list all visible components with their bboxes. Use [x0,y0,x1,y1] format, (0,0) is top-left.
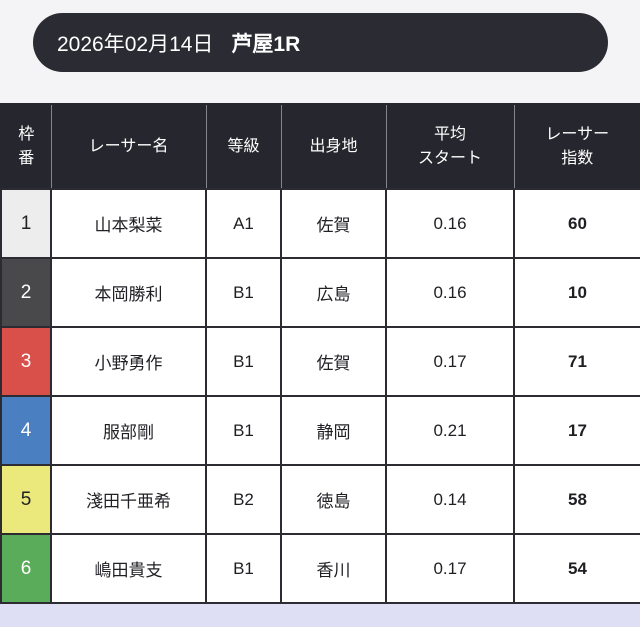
avg_start-cell: 0.21 [385,395,515,466]
origin-cell: 広島 [280,257,387,328]
name-cell: 服部剛 [50,395,207,466]
column-header-name: レーサー名 [50,103,207,190]
name-cell: 本岡勝利 [50,257,207,328]
bottom-strip [0,604,640,627]
table-header-row: 枠 番レーサー名 等級 出身地 平均 スタート レーサー 指数 [0,103,640,190]
grade-cell: B2 [205,464,282,535]
column-header-index: レーサー 指数 [513,103,640,190]
frame-number-cell: 1 [0,188,52,259]
avg_start-cell: 0.17 [385,533,515,604]
origin-cell: 徳島 [280,464,387,535]
origin-cell: 香川 [280,533,387,604]
frame-number-cell: 4 [0,395,52,466]
frame-number-cell: 2 [0,257,52,328]
column-header-waku: 枠 番 [0,103,52,190]
racer-row: 1 山本梨菜 A1 佐賀 0.16 60 [0,188,640,259]
racer-row: 4 服部剛 B1 静岡 0.21 17 [0,395,640,466]
grade-cell: A1 [205,188,282,259]
avg_start-cell: 0.17 [385,326,515,397]
table-body: 1 山本梨菜 A1 佐賀 0.16 60 2 本岡勝利 B1 広島 0.16 10 3 小野勇作 B1 佐賀 0… [0,188,640,604]
name-cell: 山本梨菜 [50,188,207,259]
avg_start-cell: 0.16 [385,188,515,259]
name-cell: 小野勇作 [50,326,207,397]
column-header-origin: 出身地 [280,103,387,190]
racer-row: 6 嶋田貴支 B1 香川 0.17 54 [0,533,640,604]
racer-table: 枠 番レーサー名 等級 出身地 平均 スタート レーサー 指数 1 山本梨菜 A1 佐賀 0.1… [0,103,640,604]
race-date: 2026年02月14日 [57,32,214,56]
name-cell: 淺田千亜希 [50,464,207,535]
index-cell: 60 [513,188,640,259]
grade-cell: B1 [205,326,282,397]
name-cell: 嶋田貴支 [50,533,207,604]
column-header-grade: 等級 [205,103,282,190]
index-cell: 71 [513,326,640,397]
grade-cell: B1 [205,395,282,466]
racer-row: 5 淺田千亜希 B2 徳島 0.14 58 [0,464,640,535]
top-area: 2026年02月14日 芦屋1R [0,0,640,103]
origin-cell: 佐賀 [280,326,387,397]
avg_start-cell: 0.14 [385,464,515,535]
avg_start-cell: 0.16 [385,257,515,328]
frame-number-cell: 6 [0,533,52,604]
race-title-bar: 2026年02月14日 芦屋1R [33,13,608,72]
frame-number-cell: 3 [0,326,52,397]
origin-cell: 静岡 [280,395,387,466]
grade-cell: B1 [205,533,282,604]
origin-cell: 佐賀 [280,188,387,259]
racer-row: 3 小野勇作 B1 佐賀 0.17 71 [0,326,640,397]
index-cell: 10 [513,257,640,328]
column-header-avg_start: 平均 スタート [385,103,515,190]
racer-row: 2 本岡勝利 B1 広島 0.16 10 [0,257,640,328]
grade-cell: B1 [205,257,282,328]
frame-number-cell: 5 [0,464,52,535]
index-cell: 58 [513,464,640,535]
index-cell: 54 [513,533,640,604]
index-cell: 17 [513,395,640,466]
race-name: 芦屋1R [231,32,301,56]
